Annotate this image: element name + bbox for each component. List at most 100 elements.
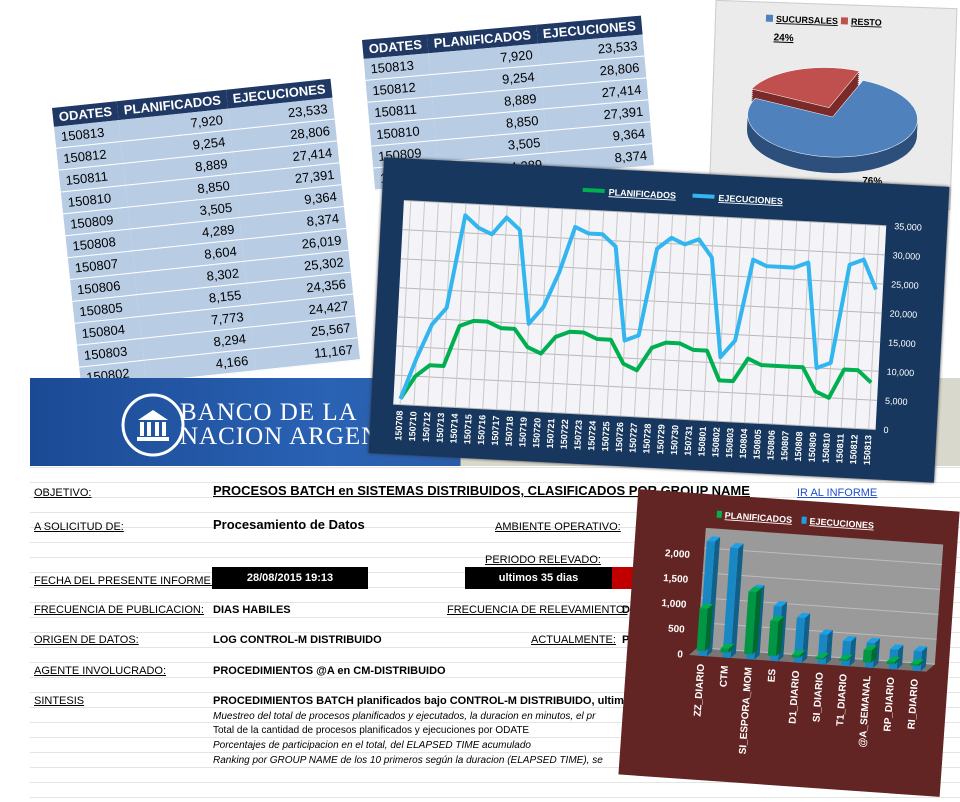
x-tick-label: 150726 [614, 422, 626, 453]
bar [862, 649, 872, 663]
x-tick-label: 150809 [807, 432, 819, 463]
grid-line [689, 215, 701, 420]
legend-swatch [765, 14, 774, 22]
x-tick-label: 150808 [793, 431, 805, 462]
bar [910, 663, 919, 667]
grid-line [393, 403, 876, 430]
field-value: PROCEDIMIENTOS @A en CM-DISTRIBUIDO [213, 665, 446, 677]
bar-side [799, 650, 806, 658]
bar-top [913, 646, 928, 652]
table-panel: ODATES PLANIFICADOS EJECUCIONES 150813 7,920… [52, 78, 360, 390]
bar-side [752, 587, 762, 655]
bar-side [896, 644, 904, 670]
logo-text: NACION ARGEN [180, 423, 381, 450]
bar-top [748, 586, 762, 593]
x-tick-label: D1_DIARIO [787, 670, 802, 724]
grid-line [840, 223, 853, 428]
bar-top [910, 658, 924, 665]
summary-line: Porcentajes de participacion en el total… [213, 740, 531, 751]
data-table: ODATES PLANIFICADOS EJECUCIONES 150813 7,920… [52, 78, 360, 390]
x-tick-label: 150804 [738, 428, 750, 459]
grid-line [700, 597, 939, 615]
logo-text: BANCO DE LA [180, 399, 358, 426]
field-label: ORIGEN DE DATOS: [34, 634, 139, 646]
bar-side [894, 657, 901, 665]
bar-top [773, 601, 788, 607]
grid-line [413, 201, 426, 406]
line-panel: 0 5,000 10,000 15,000 20,000 25,000 30,000 35,0… [368, 157, 950, 483]
x-tick-label: 150729 [655, 424, 667, 455]
legend-label: EJECUCIONES [718, 193, 783, 206]
legend-swatch [582, 187, 605, 193]
y-tick-label: 2,000 [665, 548, 691, 561]
legend-label: PLANIFICADOS [724, 510, 792, 525]
field-value: ultimos 35 dias [465, 567, 612, 589]
summary-line: Muestreo del total de procesos planifica… [213, 711, 596, 722]
field-label: AGENTE INVOLUCRADO: [34, 665, 167, 677]
data-label: 76% [862, 176, 882, 188]
x-tick-label: 150728 [641, 423, 653, 454]
x-tick-label: 150810 [820, 433, 832, 464]
x-tick-label: 150813 [862, 435, 874, 466]
y-tick-label: 5,000 [885, 396, 908, 407]
x-tick-label: RI_DIARIO [906, 678, 921, 729]
bar-top [815, 652, 829, 658]
x-tick-label: 150805 [752, 429, 764, 460]
legend-swatch [840, 17, 849, 25]
x-tick-label: ES [767, 668, 779, 682]
field-value: Procesamiento de Datos [213, 517, 365, 532]
pie-panel: SUCURSALES RESTO 76% 24% [708, 0, 958, 211]
x-tick-label: SI_ESPORA_MOM [738, 667, 755, 755]
grid-line [551, 208, 563, 413]
legend-swatch [716, 510, 723, 518]
x-tick-label: 150723 [572, 420, 584, 451]
bar [744, 591, 757, 655]
field-label: AMBIENTE OPERATIVO: [495, 521, 621, 533]
field-label: SINTESIS [34, 695, 85, 707]
y-tick-label: 0 [677, 649, 684, 660]
x-tick-label: 150716 [476, 415, 488, 446]
grid-line [399, 200, 412, 405]
legend-swatch [801, 516, 807, 524]
legend-label: RESTO [851, 17, 882, 28]
report-link[interactable]: IR AL INFORME [797, 487, 878, 499]
legend-label: SUCURSALES [776, 14, 838, 26]
field-label: ACTUALMENTE: [531, 634, 616, 646]
field-label: A SOLICITUD DE: [34, 521, 124, 533]
x-tick-label: 150731 [683, 425, 695, 456]
bar [767, 620, 779, 657]
bar-top [706, 536, 721, 542]
legend-label: EJECUCIONES [809, 516, 874, 530]
bar [815, 657, 824, 660]
grid-line [633, 213, 646, 417]
y-tick-label: 20,000 [889, 308, 917, 319]
grid-line [826, 223, 839, 427]
grid-line [564, 209, 577, 414]
bar [722, 547, 739, 658]
x-tick-label: 150714 [448, 413, 460, 444]
x-tick-label: 150811 [834, 433, 846, 463]
grid-line [454, 203, 467, 408]
data-label: 24% [773, 32, 793, 44]
pie-chart: SUCURSALES RESTO 76% 24% [747, 14, 918, 188]
series-line [398, 213, 878, 400]
x-tick-label: T1_DIARIO [835, 673, 850, 726]
bar-top [796, 612, 811, 619]
bar-side [825, 630, 833, 665]
x-tick-label: 150712 [421, 412, 433, 443]
grid-line [578, 210, 591, 414]
grid-line [523, 207, 536, 412]
bar-top [819, 629, 833, 635]
bar [696, 608, 708, 652]
grid-line [868, 225, 880, 430]
y-tick-label: 15,000 [888, 338, 916, 349]
field-value: PROCEDIMIENTOS BATCH planificados bajo C… [213, 695, 646, 707]
grid-line [702, 216, 715, 421]
bar-top [730, 543, 744, 549]
x-tick-label: 150725 [600, 421, 612, 452]
pie-slice [747, 80, 918, 158]
x-tick-label: 150812 [848, 434, 860, 465]
bar-top [770, 615, 784, 622]
bar-side [918, 659, 924, 667]
grid-line [704, 547, 942, 565]
